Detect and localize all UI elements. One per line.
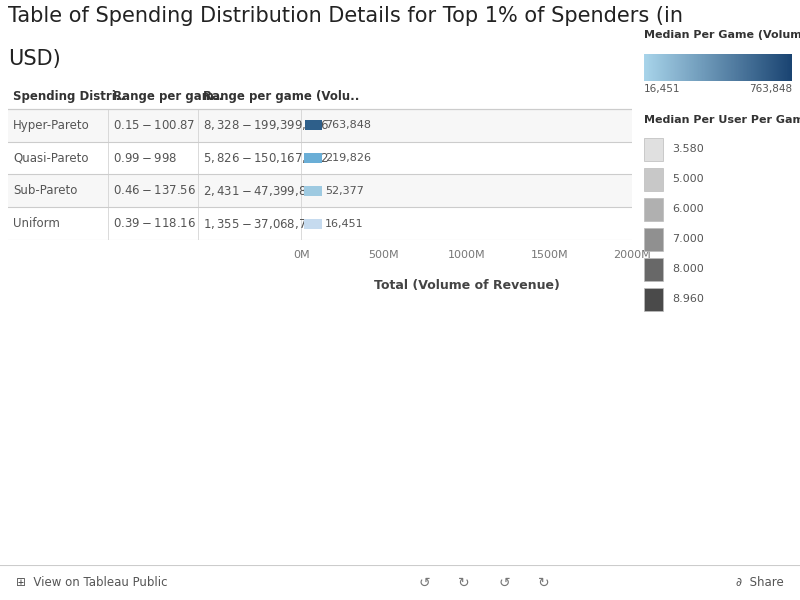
- Text: Total (Volume of Revenue): Total (Volume of Revenue): [374, 278, 559, 292]
- Text: USD): USD): [8, 49, 61, 69]
- Text: 52,377: 52,377: [326, 186, 364, 196]
- Text: Median Per User Per Gam...: Median Per User Per Gam...: [644, 115, 800, 125]
- Text: 8.960: 8.960: [672, 295, 704, 304]
- Text: 7.000: 7.000: [672, 235, 704, 244]
- Bar: [305, 186, 322, 196]
- Text: $5,826-$150,167,002: $5,826-$150,167,002: [203, 151, 330, 165]
- Text: 500M: 500M: [369, 250, 399, 260]
- Text: 1500M: 1500M: [530, 250, 568, 260]
- Text: $0.99-$998: $0.99-$998: [113, 152, 177, 164]
- Text: Spending Distri..: Spending Distri..: [13, 90, 125, 103]
- Text: Range per gam..: Range per gam..: [113, 90, 223, 103]
- Text: $2,431-$47,399,828: $2,431-$47,399,828: [203, 184, 322, 198]
- Bar: [644, 228, 663, 251]
- Text: ∂  Share: ∂ Share: [736, 576, 784, 589]
- Bar: [644, 168, 663, 191]
- Text: ↺: ↺: [418, 575, 430, 590]
- Bar: [305, 219, 322, 229]
- Text: 16,451: 16,451: [644, 84, 681, 94]
- Text: Uniform: Uniform: [13, 217, 60, 230]
- Text: Range per game (Volu..: Range per game (Volu..: [203, 90, 360, 103]
- Text: Table of Spending Distribution Details for Top 1% of Spenders (in: Table of Spending Distribution Details f…: [8, 6, 683, 26]
- Text: 763,848: 763,848: [749, 84, 792, 94]
- Bar: [8, 207, 632, 240]
- Text: $0.15-$100.87: $0.15-$100.87: [113, 119, 195, 132]
- Text: 8.000: 8.000: [672, 265, 704, 274]
- Text: ↻: ↻: [538, 575, 550, 590]
- Text: Median Per Game (Volum...: Median Per Game (Volum...: [644, 29, 800, 40]
- Bar: [644, 138, 663, 161]
- Text: $8,328-$199,399,516: $8,328-$199,399,516: [203, 118, 330, 133]
- Bar: [644, 258, 663, 281]
- Text: 16,451: 16,451: [326, 218, 364, 229]
- Text: ↻: ↻: [458, 575, 470, 590]
- Text: Sub-Pareto: Sub-Pareto: [13, 184, 78, 197]
- Bar: [8, 109, 632, 142]
- Text: $0.46-$137.56: $0.46-$137.56: [113, 184, 196, 197]
- Text: $0.39-$118.16: $0.39-$118.16: [113, 217, 196, 230]
- Bar: [644, 288, 663, 311]
- Bar: [8, 84, 632, 109]
- Text: Quasi-Pareto: Quasi-Pareto: [13, 152, 89, 164]
- Text: 1000M: 1000M: [448, 250, 486, 260]
- Text: ⊞  View on Tableau Public: ⊞ View on Tableau Public: [16, 576, 167, 589]
- Text: ↺: ↺: [498, 575, 510, 590]
- Text: 6.000: 6.000: [672, 205, 704, 214]
- Text: 3.580: 3.580: [672, 145, 704, 154]
- Text: 2000M: 2000M: [613, 250, 651, 260]
- Text: 0M: 0M: [293, 250, 310, 260]
- Bar: [8, 142, 632, 175]
- Bar: [8, 175, 632, 207]
- Text: Hyper-Pareto: Hyper-Pareto: [13, 119, 90, 132]
- Text: $1,355-$37,068,742: $1,355-$37,068,742: [203, 217, 322, 230]
- Text: 5.000: 5.000: [672, 175, 704, 184]
- Bar: [644, 198, 663, 221]
- Text: 763,848: 763,848: [326, 121, 371, 130]
- Text: 219,826: 219,826: [326, 153, 371, 163]
- Bar: [305, 153, 322, 163]
- Bar: [305, 121, 322, 130]
